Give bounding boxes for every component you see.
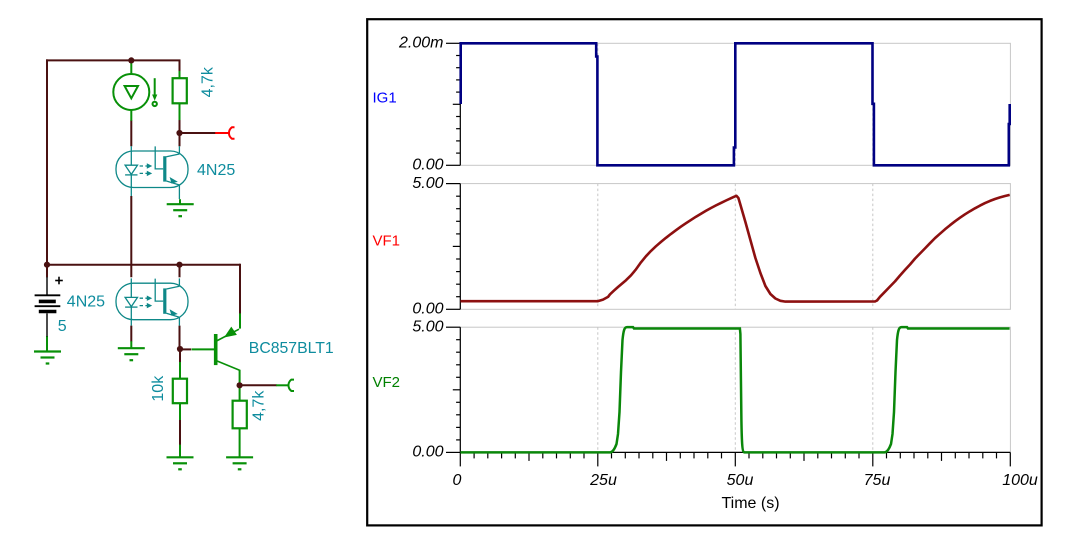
svg-text:0.00: 0.00 (412, 301, 443, 318)
svg-text:75u: 75u (864, 472, 891, 489)
svg-text:4,7k: 4,7k (251, 390, 268, 421)
svg-text:5.00: 5.00 (412, 318, 443, 335)
svg-text:25u: 25u (589, 472, 617, 489)
svg-text:5: 5 (58, 318, 67, 335)
svg-text:VF1: VF1 (373, 233, 401, 250)
svg-text:VF2: VF2 (373, 374, 401, 391)
svg-text:4N25: 4N25 (197, 162, 235, 179)
svg-text:0: 0 (453, 472, 462, 489)
svg-text:5.00: 5.00 (412, 175, 443, 192)
svg-text:Time (s): Time (s) (721, 495, 779, 512)
svg-text:BC857BLT1: BC857BLT1 (249, 340, 334, 357)
svg-text:4,7k: 4,7k (200, 66, 217, 97)
svg-text:0.00: 0.00 (412, 444, 443, 461)
svg-text:0.00: 0.00 (412, 157, 443, 174)
svg-text:50u: 50u (727, 472, 754, 489)
svg-text:4N25: 4N25 (67, 294, 105, 311)
svg-text:IG1: IG1 (373, 90, 397, 107)
svg-text:2.00m: 2.00m (398, 35, 443, 52)
svg-text:100u: 100u (1002, 472, 1038, 489)
svg-text:10k: 10k (150, 375, 167, 402)
